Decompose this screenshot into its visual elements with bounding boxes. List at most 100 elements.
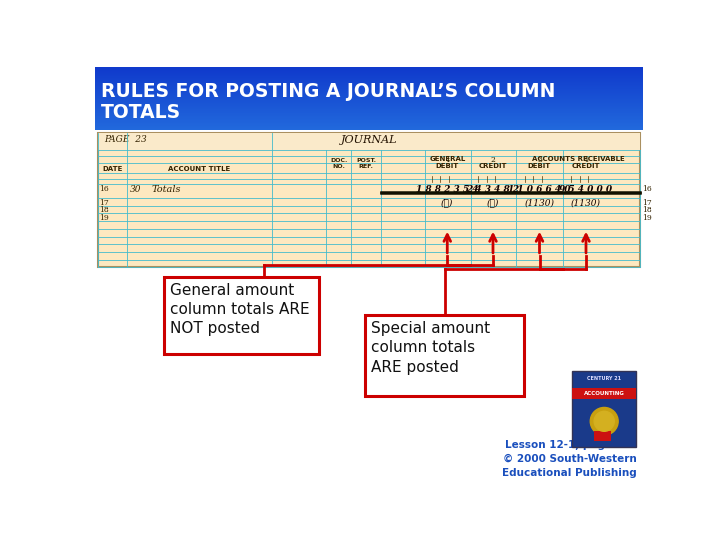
Text: PAGE  23: PAGE 23 bbox=[104, 135, 147, 144]
Bar bbox=[94, 107, 644, 108]
Bar bbox=[94, 85, 644, 86]
Text: 4: 4 bbox=[584, 157, 588, 164]
Text: DOC.
NO.: DOC. NO. bbox=[330, 158, 348, 169]
Text: CREDIT: CREDIT bbox=[572, 164, 600, 170]
Text: DEBIT: DEBIT bbox=[528, 164, 551, 170]
Bar bbox=[94, 104, 644, 105]
Bar bbox=[94, 128, 644, 129]
Bar bbox=[94, 114, 644, 115]
Bar bbox=[94, 80, 644, 81]
Bar bbox=[365, 315, 524, 396]
Bar bbox=[94, 121, 644, 122]
Bar bbox=[94, 101, 644, 102]
Text: (1130): (1130) bbox=[524, 199, 554, 208]
Text: (✓): (✓) bbox=[487, 199, 499, 208]
Text: DATE: DATE bbox=[102, 166, 122, 172]
Bar bbox=[94, 86, 644, 87]
Text: 1 1 0 6 6 4 0: 1 1 0 6 6 4 0 bbox=[508, 185, 571, 194]
Bar bbox=[94, 98, 644, 99]
Text: ACCOUNT TITLE: ACCOUNT TITLE bbox=[168, 166, 230, 172]
Bar bbox=[94, 123, 644, 124]
Text: 1 8 8 2 3 5 4: 1 8 8 2 3 5 4 bbox=[416, 185, 479, 194]
Text: General amount
column totals ARE
NOT posted: General amount column totals ARE NOT pos… bbox=[170, 283, 310, 336]
Text: (✓): (✓) bbox=[441, 199, 454, 208]
Bar bbox=[94, 127, 644, 128]
Text: 2 4 3 4 8 2: 2 4 3 4 8 2 bbox=[467, 185, 520, 194]
Bar bbox=[94, 73, 644, 74]
Text: 16: 16 bbox=[99, 185, 109, 193]
Bar bbox=[94, 81, 644, 82]
Bar bbox=[94, 76, 644, 77]
Bar bbox=[94, 108, 644, 109]
Text: 17: 17 bbox=[642, 199, 652, 207]
Bar bbox=[572, 372, 636, 447]
Text: (1130): (1130) bbox=[571, 199, 601, 208]
Bar bbox=[94, 74, 644, 75]
Text: ACCOUNTS RECEIVABLE: ACCOUNTS RECEIVABLE bbox=[532, 157, 625, 163]
Bar bbox=[94, 111, 644, 112]
Bar bbox=[94, 84, 644, 85]
Bar bbox=[94, 120, 644, 121]
Bar bbox=[94, 125, 644, 126]
Bar bbox=[94, 105, 644, 106]
Text: DEBIT: DEBIT bbox=[436, 164, 459, 170]
Bar bbox=[94, 109, 644, 110]
Text: 2: 2 bbox=[490, 157, 495, 164]
Bar bbox=[94, 122, 644, 123]
Bar bbox=[94, 79, 644, 80]
Text: 18: 18 bbox=[642, 206, 652, 214]
Bar bbox=[94, 113, 644, 114]
Bar bbox=[94, 96, 644, 97]
Text: 9 5 4 0 0 0: 9 5 4 0 0 0 bbox=[559, 185, 613, 194]
Bar bbox=[94, 103, 644, 104]
Text: CREDIT: CREDIT bbox=[479, 164, 508, 170]
Bar bbox=[94, 71, 644, 72]
Text: 18: 18 bbox=[99, 206, 109, 214]
Bar bbox=[94, 89, 644, 90]
Bar bbox=[94, 94, 644, 95]
Bar bbox=[94, 126, 644, 127]
Text: 19: 19 bbox=[99, 214, 109, 222]
Bar bbox=[94, 72, 644, 73]
Text: 19: 19 bbox=[642, 214, 652, 222]
Text: TOTALS: TOTALS bbox=[101, 103, 181, 122]
Bar bbox=[94, 106, 644, 107]
Bar bbox=[94, 67, 644, 68]
Bar bbox=[594, 431, 611, 441]
Bar bbox=[94, 87, 644, 88]
Bar bbox=[94, 82, 644, 83]
Bar bbox=[94, 93, 644, 94]
Text: RULES FOR POSTING A JOURNAL’S COLUMN: RULES FOR POSTING A JOURNAL’S COLUMN bbox=[101, 82, 555, 101]
Bar bbox=[94, 102, 644, 103]
Circle shape bbox=[594, 411, 614, 431]
Bar bbox=[94, 78, 644, 79]
Text: Totals: Totals bbox=[152, 185, 181, 194]
Text: Lesson 12-1, page 278
© 2000 South-Western
Educational Publishing: Lesson 12-1, page 278 © 2000 South-Weste… bbox=[503, 440, 637, 478]
Bar bbox=[94, 68, 644, 69]
Bar bbox=[94, 90, 644, 91]
Text: 17: 17 bbox=[99, 199, 109, 207]
Bar bbox=[163, 276, 319, 354]
Bar bbox=[94, 124, 644, 125]
Bar bbox=[94, 95, 644, 96]
Bar bbox=[94, 91, 644, 92]
Bar bbox=[94, 77, 644, 78]
Bar bbox=[94, 99, 644, 100]
Bar bbox=[94, 69, 644, 70]
Text: ACCOUNTING: ACCOUNTING bbox=[584, 391, 625, 396]
Circle shape bbox=[590, 408, 618, 435]
Bar bbox=[98, 132, 640, 267]
Text: GENERAL: GENERAL bbox=[430, 157, 466, 163]
Bar bbox=[94, 70, 644, 71]
Bar bbox=[572, 388, 636, 399]
Bar bbox=[94, 97, 644, 98]
Bar bbox=[94, 100, 644, 101]
Bar bbox=[94, 129, 644, 130]
Bar bbox=[94, 88, 644, 89]
Bar bbox=[94, 92, 644, 93]
Bar bbox=[94, 119, 644, 120]
Bar bbox=[94, 83, 644, 84]
Text: JOURNAL: JOURNAL bbox=[341, 135, 397, 145]
Text: 30: 30 bbox=[130, 185, 142, 194]
Text: 16: 16 bbox=[642, 185, 652, 193]
